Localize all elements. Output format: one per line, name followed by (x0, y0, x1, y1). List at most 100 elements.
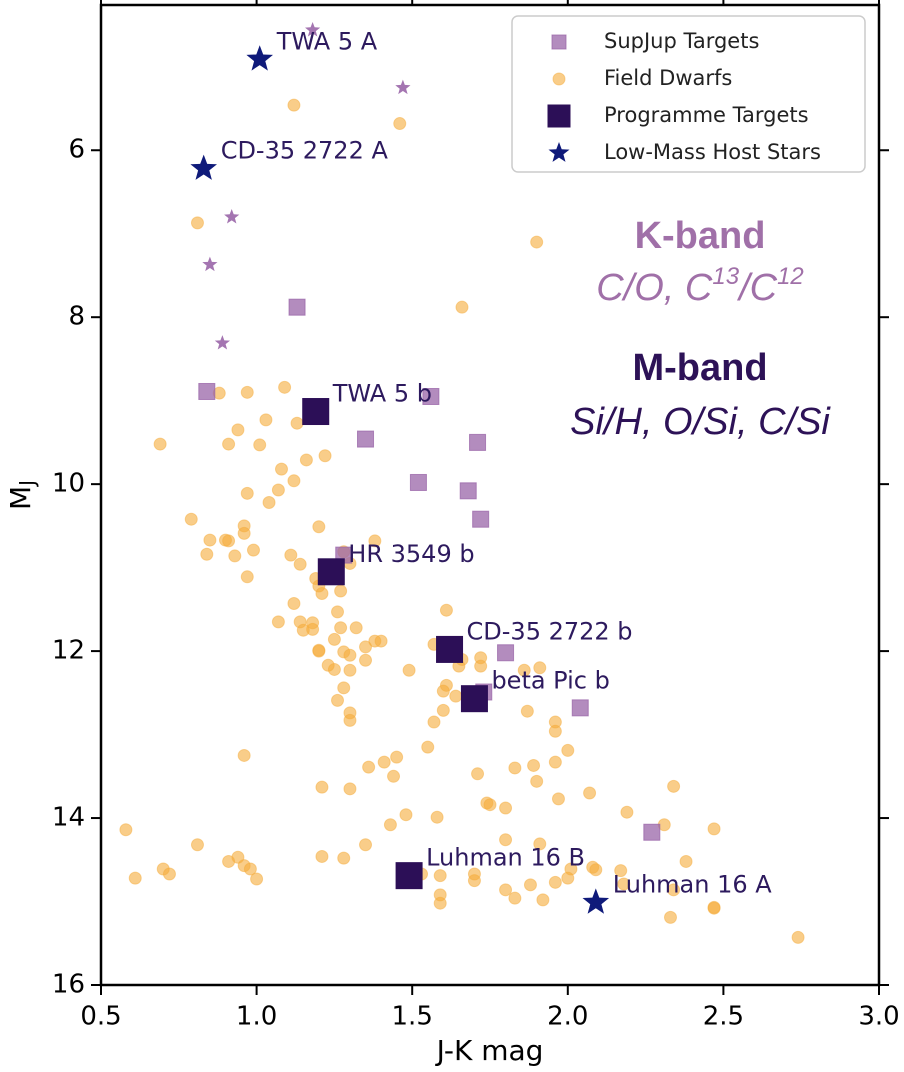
data-point (395, 862, 423, 890)
k-band-detail-sup: 13 (712, 263, 739, 290)
data-point (517, 663, 531, 677)
legend-label: Low-Mass Host Stars (604, 140, 821, 164)
data-point (548, 875, 562, 889)
data-point (237, 748, 251, 762)
data-point (271, 483, 285, 497)
data-point (427, 715, 441, 729)
data-point (582, 888, 610, 914)
data-point (460, 685, 488, 713)
y-tick-label: 14 (52, 803, 85, 833)
data-point (302, 398, 330, 426)
data-point (198, 382, 216, 400)
data-point (377, 755, 391, 769)
data-point (315, 849, 329, 863)
data-point (362, 760, 376, 774)
data-point (224, 209, 240, 224)
y-axis-label-main: M (4, 486, 37, 510)
data-point (561, 743, 575, 757)
x-tick-label: 0.5 (80, 1002, 121, 1032)
data-point (327, 632, 341, 646)
data-point (430, 810, 444, 824)
m-band-detail: Si/H, O/Si, C/Si (570, 401, 831, 443)
y-tick-label: 6 (68, 135, 85, 165)
legend-label: Programme Targets (604, 103, 809, 127)
data-point (222, 437, 236, 451)
point-label: beta Pic b (491, 667, 609, 695)
data-point (287, 98, 301, 112)
data-point (357, 430, 375, 448)
k-band-detail-sup: 12 (777, 263, 804, 290)
data-point (162, 867, 176, 881)
data-point (548, 755, 562, 769)
data-point (439, 603, 453, 617)
data-point (337, 851, 351, 865)
data-point (455, 300, 469, 314)
data-point (343, 713, 357, 727)
data-point (218, 533, 232, 547)
x-axis-label: J-K mag (435, 1034, 544, 1067)
data-point (246, 45, 273, 71)
data-point (240, 570, 254, 584)
data-point (536, 893, 550, 907)
x-tick-label: 3.0 (858, 1002, 899, 1032)
data-point (359, 838, 373, 852)
data-point (334, 621, 348, 635)
data-point (561, 871, 575, 885)
data-point (349, 621, 363, 635)
data-point (128, 871, 142, 885)
data-point (472, 510, 490, 528)
data-point (586, 860, 600, 874)
data-point (679, 854, 693, 868)
data-point (459, 482, 477, 500)
data-point (467, 867, 481, 881)
data-point (222, 854, 236, 868)
x-tick-label: 2.0 (547, 1002, 588, 1032)
data-point (253, 438, 267, 452)
data-point (617, 877, 631, 891)
k-band-detail-part: C/O, C (596, 267, 713, 309)
data-point (530, 235, 544, 249)
data-point (399, 808, 413, 822)
data-point (436, 703, 450, 717)
data-point (791, 930, 805, 944)
plot-frame (99, 3, 881, 987)
x-tick-label: 2.5 (703, 1002, 744, 1032)
data-point (433, 888, 447, 902)
legend-marker (552, 72, 566, 86)
data-point (533, 661, 547, 675)
data-point (184, 512, 198, 526)
data-point (190, 216, 204, 230)
data-point (530, 774, 544, 788)
data-point (359, 640, 373, 654)
data-point (318, 449, 332, 463)
data-point (433, 869, 447, 883)
data-point (421, 740, 435, 754)
data-point (474, 659, 488, 673)
y-axis-label-sub: J (15, 480, 39, 488)
data-point (290, 416, 304, 430)
data-point (393, 117, 407, 131)
y-tick-label: 8 (68, 302, 85, 332)
data-point (707, 822, 721, 836)
data-point (337, 681, 351, 695)
data-point (548, 724, 562, 738)
legend-marker (551, 34, 567, 50)
data-point (508, 891, 522, 905)
data-point (449, 689, 463, 703)
data-point (527, 758, 541, 772)
legend-marker (547, 104, 571, 128)
data-point (402, 663, 416, 677)
data-point (288, 298, 306, 316)
data-point (274, 462, 288, 476)
point-label: TWA 5 A (276, 27, 378, 55)
data-point (287, 474, 301, 488)
data-point (667, 883, 681, 897)
y-tick-label: 10 (52, 469, 85, 499)
data-point (214, 335, 230, 350)
y-tick-label: 12 (52, 636, 85, 666)
data-point (334, 584, 348, 598)
data-point (299, 453, 313, 467)
data-point (395, 79, 411, 95)
data-point (293, 557, 307, 571)
